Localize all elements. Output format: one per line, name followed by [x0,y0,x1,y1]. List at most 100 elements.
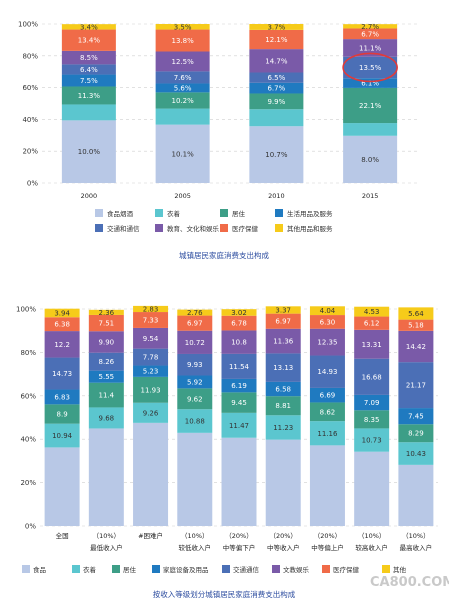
category-label-top: （20%） [314,532,341,540]
segment-label: 13.4% [78,37,101,45]
segment-label: 6.97 [187,320,203,328]
category-label-bottom: 中等偏下户 [223,543,256,552]
legend-label: 交通和通信 [107,224,140,233]
segment-label: 11.16 [317,430,338,438]
bar-segment [343,87,398,124]
segment-label: 10.1% [172,150,195,158]
legend-label: 交通通信 [233,565,260,574]
segment-label: 6.97 [275,318,291,326]
segment-label: 5.6% [174,84,192,92]
segment-label: 3.5% [174,23,192,31]
bar-segment [61,74,116,87]
segment-label: 9.45 [231,399,247,407]
segment-label: 5.55 [99,373,115,381]
bar-segment [44,308,80,318]
bar-segment [221,378,257,393]
segment-label: 10.0% [78,148,101,156]
legend-label: 食品烟酒 [107,209,134,218]
category-label-top: （20%） [269,532,296,540]
segment-label: 9.9% [267,98,285,106]
segment-label: 9.26 [143,409,159,417]
y-tick-label: 60% [22,84,38,92]
bar-segment [354,394,390,411]
bar-segment [61,24,116,30]
bar-segment [177,409,213,433]
bar-segment [177,353,213,376]
legend-label: 居住 [123,565,137,574]
bar-segment [221,315,257,331]
bar-segment [249,109,304,127]
bar-segment [155,83,210,93]
bar-segment [177,309,213,316]
chart-title: 城镇居民家庭消费支出构成 [179,250,269,260]
legend-label: 生活用品及服务 [287,209,333,218]
bar-segment [309,328,345,356]
segment-label: 12.1% [265,36,288,44]
bar-segment [249,72,304,83]
bar-segment [309,421,345,446]
segment-label: 13.8% [172,37,195,45]
bar-segment [343,135,398,183]
segment-label: 5.18 [408,322,424,330]
bar-segment [44,404,80,424]
legend-swatch [152,565,160,573]
y-tick-label: 40% [22,116,38,124]
bar-segment [309,445,345,526]
bar-segment [398,442,434,465]
bar-segment [354,316,390,330]
segment-label: 3.4% [80,23,98,31]
segment-label: 9.62 [187,395,203,403]
bar-segment [221,309,257,316]
y-tick-label: 80% [20,349,36,357]
legend-swatch [322,565,330,573]
bar-segment [309,355,345,388]
bar-segment [61,86,116,105]
legend-swatch [22,565,30,573]
bar-segment [221,392,257,413]
bar-segment [61,120,116,183]
bar-segment [44,317,80,332]
segment-label: 10.2% [172,97,195,105]
bar-segment [265,313,301,329]
segment-label: 12.35 [317,339,337,347]
legend-swatch [72,565,80,573]
segment-label: 6.78 [231,320,247,328]
segment-label: 10.73 [362,437,382,445]
segment-label: 14.7% [265,57,288,65]
bar-segment [398,330,434,363]
segment-label: 6.38 [54,321,70,329]
bar-segment [133,402,169,423]
segment-label: 10.94 [52,432,73,440]
segment-label: 5.23 [143,368,159,376]
bar-segment [88,428,124,526]
bar-segment [133,348,169,366]
legend-label: 医疗保健 [333,565,360,574]
legend-swatch [275,224,283,232]
segment-label: 2.36 [99,309,115,317]
bar-segment [343,28,398,40]
y-tick-label: 80% [22,52,38,60]
segment-label: 12.5% [172,58,195,66]
segment-label: 3.7% [267,23,285,31]
bar-segment [265,415,301,440]
y-tick-label: 100% [16,306,36,314]
bar-segment [265,328,301,354]
bar-segment [398,319,434,331]
segment-label: 3.94 [54,309,70,317]
bar-segment [249,24,304,30]
segment-label: 3.02 [231,309,247,317]
category-label-top: （10%） [358,532,385,540]
bar-segment [44,447,80,526]
segment-label: 7.33 [143,316,159,324]
legend-swatch [95,209,103,217]
bar-segment [88,352,124,371]
legend-swatch [112,565,120,573]
bar-segment [44,357,80,390]
category-label-top: #困难户 [138,531,163,540]
legend-label: 衣着 [83,565,97,574]
bar-segment [133,312,169,328]
bar-segment [155,51,210,72]
bar-segment [354,306,390,317]
bar-segment [155,29,210,52]
segment-label: 9.68 [99,414,115,422]
